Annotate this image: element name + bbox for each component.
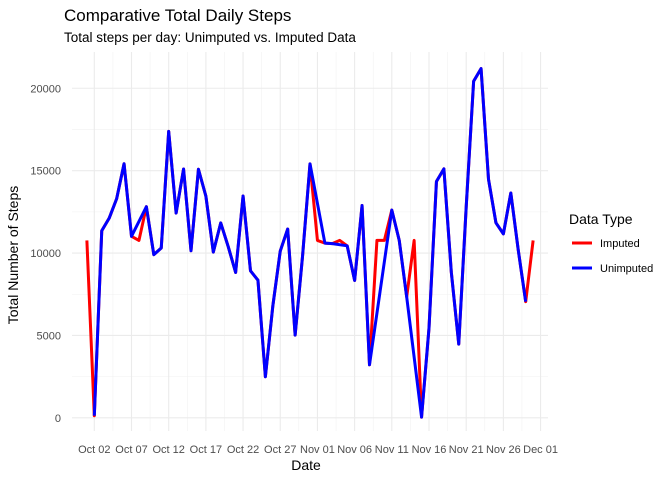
legend-label-unimputed: Unimputed xyxy=(600,263,653,275)
x-tick-label: Oct 07 xyxy=(115,444,147,456)
x-tick-label: Oct 22 xyxy=(227,444,259,456)
x-tick-label: Oct 27 xyxy=(264,444,296,456)
legend: Data Type Imputed Unimputed xyxy=(569,211,653,275)
x-tick-label: Nov 16 xyxy=(412,444,447,456)
x-tick-labels: Oct 02 Oct 07 Oct 12 Oct 17 Oct 22 Oct 27 Nov … xyxy=(78,444,558,456)
x-tick-label: Nov 01 xyxy=(300,444,335,456)
y-tick-label: 15000 xyxy=(30,166,61,178)
x-tick-label: Nov 11 xyxy=(375,444,409,456)
x-tick-label: Nov 21 xyxy=(449,444,484,456)
x-tick-label: Oct 12 xyxy=(152,444,184,456)
legend-title: Data Type xyxy=(569,211,633,227)
x-tick-label: Nov 06 xyxy=(337,444,372,456)
chart-title: Comparative Total Daily Steps xyxy=(64,6,291,25)
chart-subtitle: Total steps per day: Unimputed vs. Imput… xyxy=(64,30,356,45)
x-axis-title: Date xyxy=(291,457,321,473)
legend-label-imputed: Imputed xyxy=(600,238,640,250)
y-tick-label: 20000 xyxy=(30,83,61,95)
x-tick-label: Oct 02 xyxy=(78,444,110,456)
x-tick-label: Oct 17 xyxy=(190,444,222,456)
y-axis-title: Total Number of Steps xyxy=(5,186,21,325)
x-tick-label: Dec 01 xyxy=(523,444,558,456)
series-lines xyxy=(85,67,535,419)
y-tick-labels: 0 5000 10000 15000 20000 xyxy=(30,83,61,425)
x-tick-label: Nov 26 xyxy=(486,444,521,456)
grid xyxy=(72,52,548,431)
y-tick-label: 10000 xyxy=(30,248,61,260)
y-tick-label: 0 xyxy=(55,413,61,425)
series-line-unimputed xyxy=(92,67,528,419)
y-tick-label: 5000 xyxy=(37,330,61,342)
